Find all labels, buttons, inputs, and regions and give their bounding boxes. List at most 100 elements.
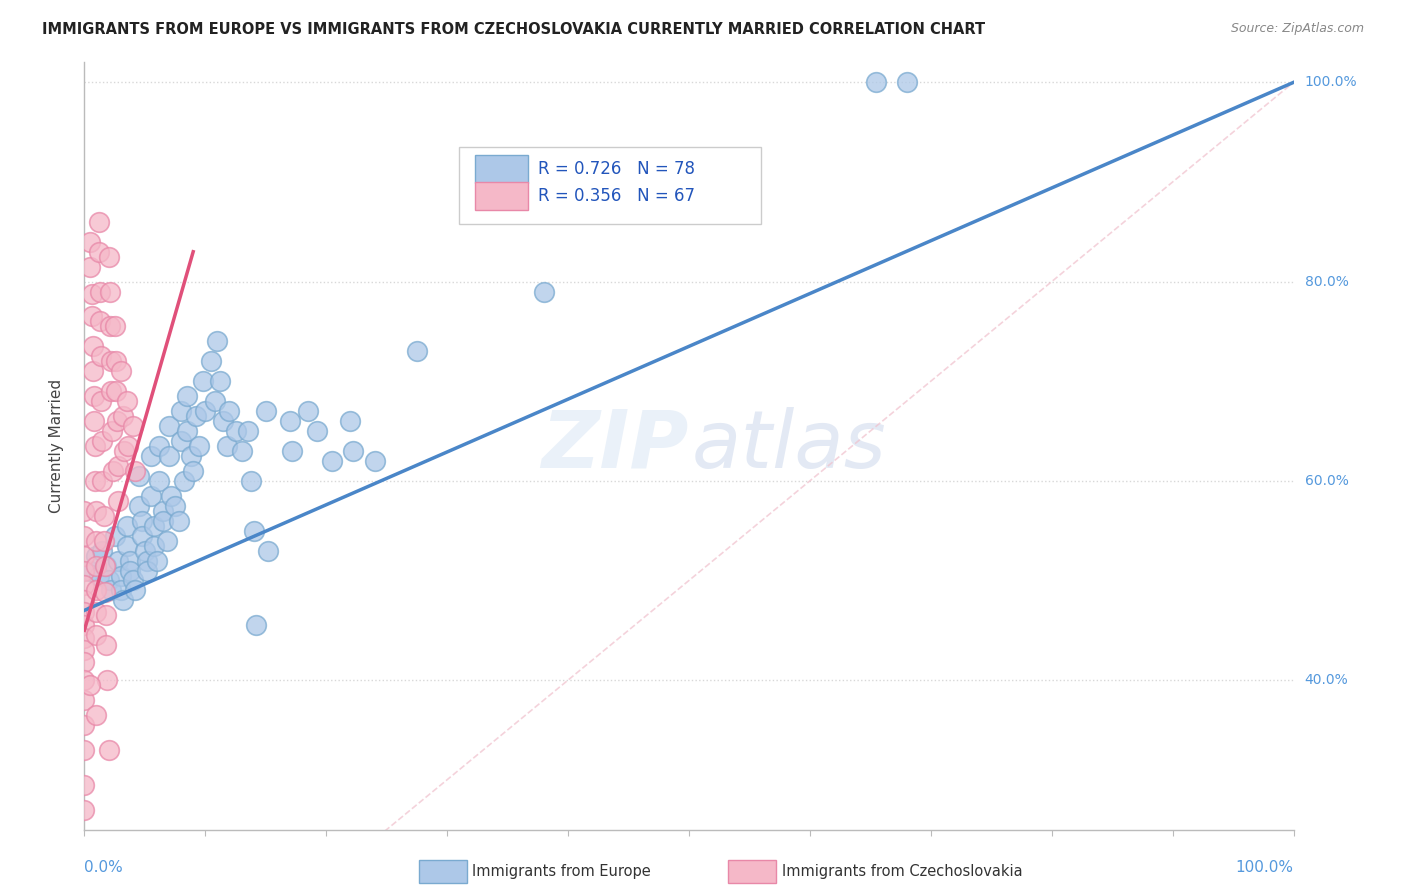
Point	[73, 643, 96, 657]
Y-axis label: Currently Married: Currently Married	[49, 379, 63, 513]
Point	[176, 389, 198, 403]
Point	[94, 608, 117, 623]
Point	[146, 553, 169, 567]
Point	[73, 564, 96, 578]
Point	[191, 374, 214, 388]
Text: 100.0%: 100.0%	[1305, 75, 1357, 89]
Point	[91, 543, 114, 558]
Point	[131, 529, 153, 543]
Point	[86, 558, 108, 573]
Point	[94, 638, 117, 652]
Point	[242, 524, 264, 538]
Text: 60.0%: 60.0%	[1305, 474, 1348, 488]
Point	[87, 568, 110, 582]
Point	[170, 404, 193, 418]
Point	[98, 285, 121, 299]
Point	[152, 514, 174, 528]
Point	[73, 606, 96, 620]
Point	[143, 539, 166, 553]
Text: 80.0%: 80.0%	[1305, 275, 1348, 289]
Point	[236, 424, 259, 438]
FancyBboxPatch shape	[475, 182, 529, 210]
Point	[297, 404, 319, 418]
Point	[115, 394, 138, 409]
Point	[84, 439, 107, 453]
Point	[245, 618, 267, 632]
Point	[321, 454, 343, 468]
Point	[110, 583, 132, 598]
Point	[104, 354, 127, 368]
Point	[101, 424, 124, 438]
Point	[96, 673, 118, 687]
Point	[575, 155, 598, 169]
Point	[87, 215, 110, 229]
Point	[124, 583, 146, 598]
Point	[112, 444, 135, 458]
Text: Immigrants from Czechoslovakia: Immigrants from Czechoslovakia	[782, 864, 1022, 879]
Point	[120, 553, 142, 567]
Point	[200, 354, 222, 368]
Text: Source: ZipAtlas.com: Source: ZipAtlas.com	[1230, 22, 1364, 36]
Point	[73, 673, 96, 687]
FancyBboxPatch shape	[460, 147, 762, 224]
Point	[212, 414, 235, 428]
Point	[73, 693, 96, 707]
Text: 40.0%: 40.0%	[1305, 673, 1348, 687]
Point	[105, 414, 128, 428]
Point	[134, 543, 156, 558]
Point	[143, 518, 166, 533]
Point	[204, 394, 226, 409]
Point	[107, 493, 129, 508]
Point	[240, 474, 263, 488]
Point	[896, 75, 918, 89]
Point	[131, 514, 153, 528]
Point	[157, 419, 180, 434]
Point	[115, 539, 138, 553]
Text: R = 0.356   N = 67: R = 0.356 N = 67	[538, 187, 695, 205]
Point	[80, 310, 103, 324]
Point	[73, 803, 96, 817]
Point	[281, 444, 304, 458]
Point	[100, 583, 122, 598]
Point	[533, 285, 555, 299]
Point	[73, 655, 96, 669]
Point	[152, 504, 174, 518]
Point	[82, 364, 104, 378]
Point	[73, 743, 96, 757]
Point	[73, 778, 96, 792]
Point	[112, 409, 135, 423]
Point	[121, 574, 143, 588]
Point	[84, 474, 107, 488]
Point	[107, 553, 129, 567]
Point	[83, 389, 105, 403]
Point	[73, 578, 96, 592]
Point	[104, 319, 127, 334]
Text: ZIP: ZIP	[541, 407, 689, 485]
Point	[104, 529, 127, 543]
Point	[181, 464, 204, 478]
Point	[98, 319, 121, 334]
Point	[73, 529, 96, 543]
Point	[86, 628, 108, 642]
Point	[194, 404, 217, 418]
Point	[136, 564, 159, 578]
Point	[94, 558, 117, 573]
Point	[136, 553, 159, 567]
Point	[167, 514, 190, 528]
Point	[82, 339, 104, 353]
Point	[90, 349, 112, 363]
Point	[86, 549, 108, 563]
Point	[86, 708, 108, 723]
Point	[155, 533, 177, 548]
Point	[278, 414, 301, 428]
FancyBboxPatch shape	[475, 155, 529, 183]
Point	[157, 449, 180, 463]
Text: Immigrants from Europe: Immigrants from Europe	[472, 864, 651, 879]
Point	[89, 314, 111, 328]
Point	[339, 414, 361, 428]
Text: IMMIGRANTS FROM EUROPE VS IMMIGRANTS FROM CZECHOSLOVAKIA CURRENTLY MARRIED CORRE: IMMIGRANTS FROM EUROPE VS IMMIGRANTS FRO…	[42, 22, 986, 37]
Point	[73, 504, 96, 518]
Point	[103, 464, 125, 478]
Point	[73, 549, 96, 563]
Point	[176, 424, 198, 438]
